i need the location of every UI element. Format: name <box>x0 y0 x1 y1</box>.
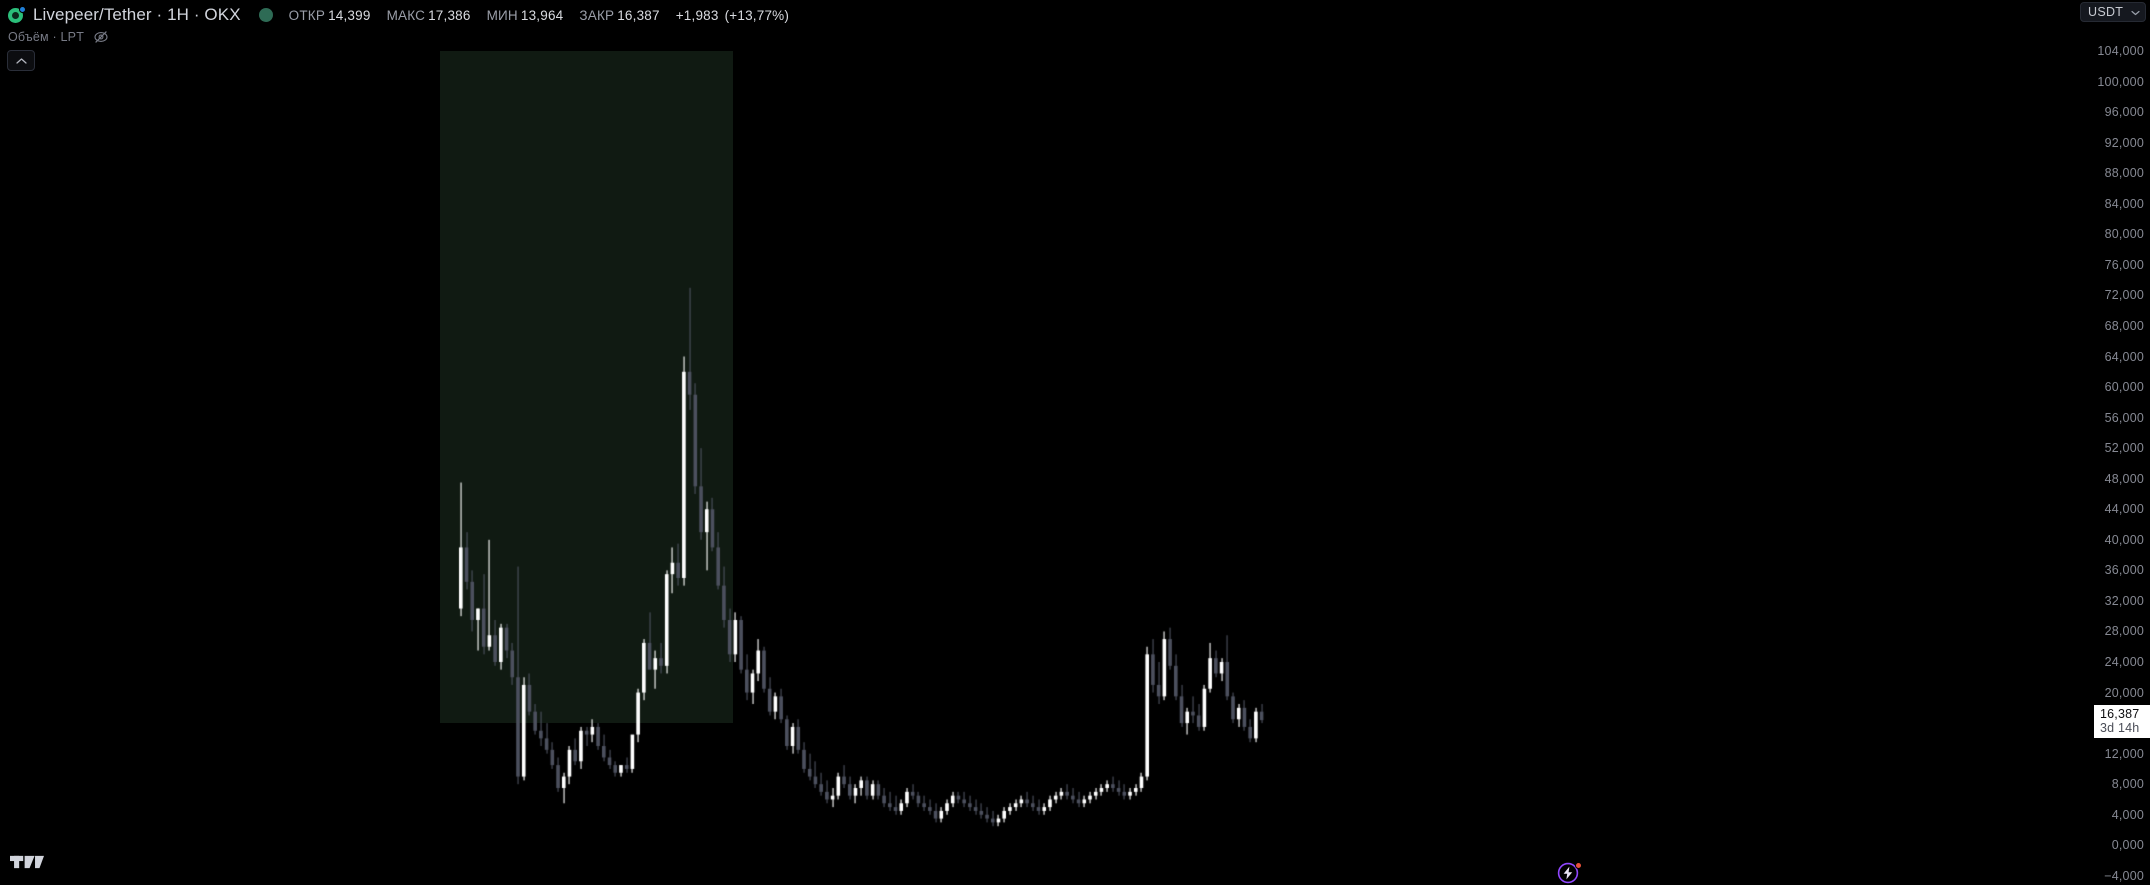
current-price-badge: 16,387 3d 14h <box>2094 705 2150 739</box>
low-label: МИН <box>486 7 518 23</box>
bar-countdown: 3d 14h <box>2100 721 2140 736</box>
open-value: 14,399 <box>328 7 371 23</box>
legend-volume-row: Объём · LPT <box>8 27 789 47</box>
price-axis-tick: 28,000 <box>2104 624 2144 639</box>
price-axis-tick: 8,000 <box>2111 777 2144 792</box>
price-axis-tick: 40,000 <box>2104 532 2144 547</box>
chevron-up-icon <box>15 57 28 65</box>
legend-main-row: Livepeer/Tether · 1H · OKX ОТКР 14,399 М… <box>8 4 789 26</box>
lightning-bolt-icon <box>1557 862 1579 885</box>
price-axis-tick: 56,000 <box>2104 410 2144 425</box>
price-axis-tick: 72,000 <box>2104 288 2144 303</box>
price-axis-tick: 0,000 <box>2111 838 2144 853</box>
notification-badge-dot <box>1575 862 1582 869</box>
chart-pane[interactable] <box>0 0 2094 885</box>
symbol-title[interactable]: Livepeer/Tether · 1H · OKX <box>33 5 241 24</box>
tradingview-logo[interactable] <box>10 851 44 873</box>
price-axis-tick: 36,000 <box>2104 563 2144 578</box>
price-axis-tick: 20,000 <box>2104 685 2144 700</box>
volume-study-label[interactable]: Объём · LPT <box>8 30 85 44</box>
eye-off-icon[interactable] <box>93 29 109 45</box>
price-axis-tick: 96,000 <box>2104 105 2144 120</box>
high-label: МАКС <box>386 7 426 23</box>
currency-selector-value: USDT <box>2088 5 2124 19</box>
price-axis-tick: 104,000 <box>2097 44 2144 58</box>
market-status-dot <box>258 8 273 22</box>
price-axis-tick: 44,000 <box>2104 502 2144 517</box>
price-axis-tick: 32,000 <box>2104 593 2144 608</box>
price-axis[interactable]: 104,000 100,000 96,000 92,000 88,000 84,000 80… <box>2094 0 2150 885</box>
ohlc-values: ОТКР 14,399 МАКС 17,386 МИН 13,964 ЗАКР … <box>289 8 789 23</box>
currency-selector[interactable]: USDT <box>2080 2 2146 22</box>
price-axis-tick: 80,000 <box>2104 227 2144 242</box>
price-axis-tick: 92,000 <box>2104 135 2144 150</box>
open-label: ОТКР <box>288 7 326 23</box>
price-axis-tick: 60,000 <box>2104 380 2144 395</box>
price-axis-tick: 100,000 <box>2097 74 2144 89</box>
current-price-value: 16,387 <box>2100 707 2140 722</box>
price-axis-tick: 88,000 <box>2104 166 2144 181</box>
close-label: ЗАКР <box>579 7 615 23</box>
price-axis-tick: 52,000 <box>2104 441 2144 456</box>
price-axis-tick: 76,000 <box>2104 257 2144 272</box>
price-axis-tick: 4,000 <box>2111 807 2144 822</box>
livepeer-coin-icon <box>8 6 26 24</box>
chart-legend: Livepeer/Tether · 1H · OKX ОТКР 14,399 М… <box>8 4 789 47</box>
price-axis-tick: 64,000 <box>2104 349 2144 364</box>
price-axis-tick: 68,000 <box>2104 318 2144 333</box>
candlestick-series[interactable] <box>0 0 2094 885</box>
price-axis-tick: 12,000 <box>2104 746 2144 761</box>
collapse-pane-button[interactable] <box>7 50 35 71</box>
change-absolute: +1,983 <box>675 7 719 23</box>
low-value: 13,964 <box>520 7 564 23</box>
price-axis-tick: 48,000 <box>2104 471 2144 486</box>
chevron-down-icon <box>2131 3 2140 21</box>
lightning-bolt-button[interactable] <box>1557 862 1583 885</box>
price-axis-tick: −4,000 <box>2104 868 2144 883</box>
high-value: 17,386 <box>428 7 471 23</box>
price-axis-tick: 24,000 <box>2104 655 2144 669</box>
change-percent: (+13,77%) <box>724 7 790 23</box>
close-value: 16,387 <box>617 7 660 23</box>
price-axis-tick: 84,000 <box>2104 196 2144 211</box>
